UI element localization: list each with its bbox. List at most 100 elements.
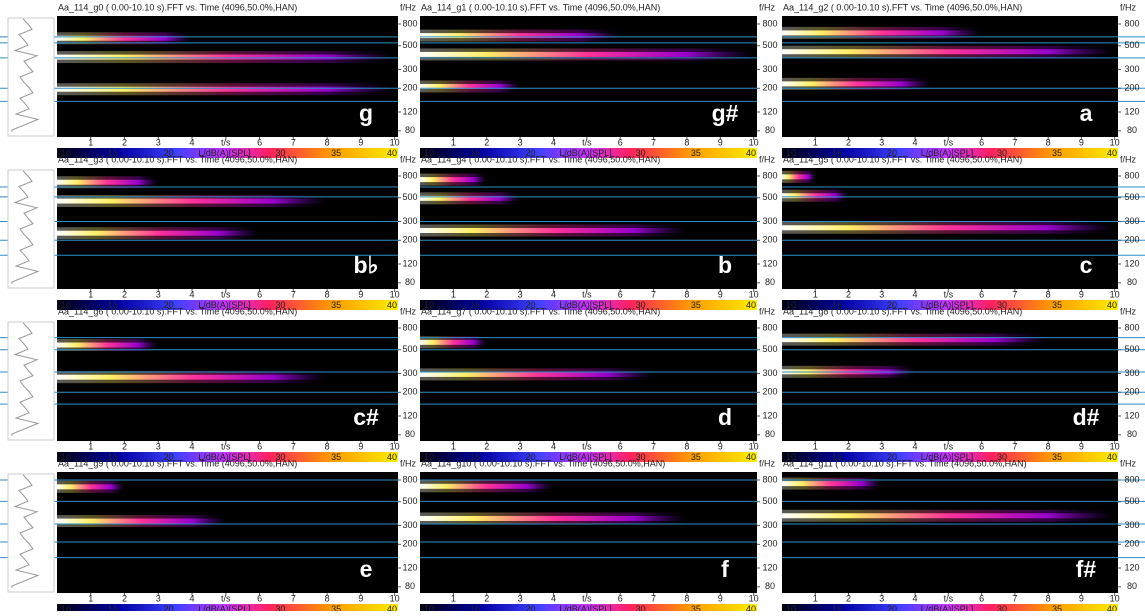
harmonic-band xyxy=(420,51,754,57)
y-tick-label: 800 xyxy=(402,170,417,180)
y-axis-label: f/Hz xyxy=(759,458,776,468)
colorbar-label: 15 xyxy=(108,148,118,158)
colorbar-label: 20 xyxy=(164,452,174,462)
x-tick-label: 1 xyxy=(451,593,456,603)
x-tick-label: 4 xyxy=(551,593,556,603)
y-tick-label: 80 xyxy=(765,429,775,439)
x-tick-label: 9 xyxy=(358,441,363,451)
harmonic-band xyxy=(420,339,487,345)
y-tick-label: 800 xyxy=(1124,474,1139,484)
x-tick-label: t/s xyxy=(221,441,231,451)
y-tick-label: 200 xyxy=(762,83,777,93)
y-tick-label: 80 xyxy=(765,581,775,591)
harmonic-band xyxy=(782,481,882,487)
y-tick-label: 120 xyxy=(762,410,777,420)
colorbar-label: L/dB(A)[SPL] xyxy=(559,300,612,310)
colorbar-label: 20 xyxy=(164,300,174,310)
colorbar-label: 15 xyxy=(832,452,842,462)
y-tick-label: 800 xyxy=(1124,322,1139,332)
colorbar xyxy=(782,148,1118,158)
x-tick-label: 10 xyxy=(1110,137,1120,147)
note-label: a xyxy=(1080,100,1093,126)
x-tick-label: 4 xyxy=(913,593,918,603)
colorbar-label: 15 xyxy=(832,148,842,158)
x-tick-label: 1 xyxy=(813,289,818,299)
x-tick-label: 1 xyxy=(88,289,93,299)
y-tick-label: 300 xyxy=(762,64,777,74)
harmonic-band xyxy=(57,484,125,490)
harmonic-band xyxy=(420,483,554,489)
y-tick-label: 120 xyxy=(762,562,777,572)
y-tick-label: 80 xyxy=(405,429,415,439)
x-tick-label: 6 xyxy=(618,593,623,603)
colorbar-label: 10 xyxy=(61,148,71,158)
colorbar-label: 15 xyxy=(832,604,842,611)
profile-box xyxy=(7,321,55,441)
y-tick-label: 200 xyxy=(762,539,777,549)
harmonic-band xyxy=(782,225,1115,231)
colorbar-label: L/dB(A)[SPL] xyxy=(198,300,251,310)
x-tick-label: 8 xyxy=(1046,441,1051,451)
x-tick-label: 10 xyxy=(390,137,400,147)
x-tick-label: 8 xyxy=(325,593,330,603)
colorbar-label: 30 xyxy=(275,452,285,462)
x-tick-label: 3 xyxy=(879,441,884,451)
y-tick-label: 120 xyxy=(402,106,417,116)
colorbar-label: 15 xyxy=(470,300,480,310)
x-tick-label: 9 xyxy=(358,289,363,299)
colorbar-label: 35 xyxy=(331,148,341,158)
x-tick-label: t/s xyxy=(582,441,592,451)
note-label: g xyxy=(359,100,373,126)
colorbar-label: 35 xyxy=(691,604,701,611)
colorbar xyxy=(782,604,1118,614)
x-tick-label: t/s xyxy=(582,593,592,603)
y-tick-label: 120 xyxy=(402,258,417,268)
colorbar-label: 15 xyxy=(108,452,118,462)
harmonic-band xyxy=(420,195,521,201)
y-tick-label: 800 xyxy=(402,18,417,28)
profile-curve xyxy=(11,322,40,436)
x-tick-label: 6 xyxy=(979,137,984,147)
colorbar-label: 40 xyxy=(1107,300,1117,310)
x-tick-label: t/s xyxy=(221,593,231,603)
x-tick-label: 7 xyxy=(651,289,656,299)
y-tick-label: 200 xyxy=(402,83,417,93)
colorbar-label: 10 xyxy=(424,452,434,462)
y-tick-label: 800 xyxy=(402,322,417,332)
y-axis-label: f/Hz xyxy=(1120,306,1137,316)
y-axis-label: f/Hz xyxy=(759,306,776,316)
colorbar xyxy=(782,452,1118,462)
x-tick-label: 10 xyxy=(390,441,400,451)
harmonic-band xyxy=(57,518,226,524)
colorbar-label: 35 xyxy=(691,148,701,158)
colorbar-label: 10 xyxy=(786,148,796,158)
note-label: f# xyxy=(1076,556,1097,582)
colorbar-label: L/dB(A)[SPL] xyxy=(559,452,612,462)
x-tick-label: t/s xyxy=(944,137,954,147)
colorbar-label: 40 xyxy=(746,452,756,462)
panel-title: Aa_114_g7 ( 0.00-10.10 s).FFT vs. Time (… xyxy=(421,306,660,316)
x-tick-label: 3 xyxy=(879,137,884,147)
x-tick-label: 3 xyxy=(518,137,523,147)
panel-title: Aa_114_g11 ( 0.00-10.10 s).FFT vs. Time … xyxy=(783,458,1027,468)
x-tick-label: 1 xyxy=(88,441,93,451)
colorbar-label: 10 xyxy=(61,300,71,310)
x-tick-label: t/s xyxy=(944,289,954,299)
y-tick-label: 300 xyxy=(402,368,417,378)
panel-title: Aa_114_g10 ( 0.00-10.10 s).FFT vs. Time … xyxy=(421,458,665,468)
y-tick-label: 500 xyxy=(402,192,417,202)
colorbar-label: 35 xyxy=(1052,452,1062,462)
x-tick-label: 8 xyxy=(325,441,330,451)
x-tick-label: 8 xyxy=(325,289,330,299)
y-tick-label: 80 xyxy=(405,581,415,591)
x-tick-label: 2 xyxy=(484,441,489,451)
colorbar xyxy=(420,452,757,462)
x-tick-label: 2 xyxy=(122,289,127,299)
y-tick-label: 300 xyxy=(1124,520,1139,530)
x-tick-label: 6 xyxy=(979,289,984,299)
x-tick-label: 3 xyxy=(518,593,523,603)
x-tick-label: 7 xyxy=(651,137,656,147)
y-tick-label: 500 xyxy=(762,344,777,354)
x-tick-label: 1 xyxy=(813,441,818,451)
